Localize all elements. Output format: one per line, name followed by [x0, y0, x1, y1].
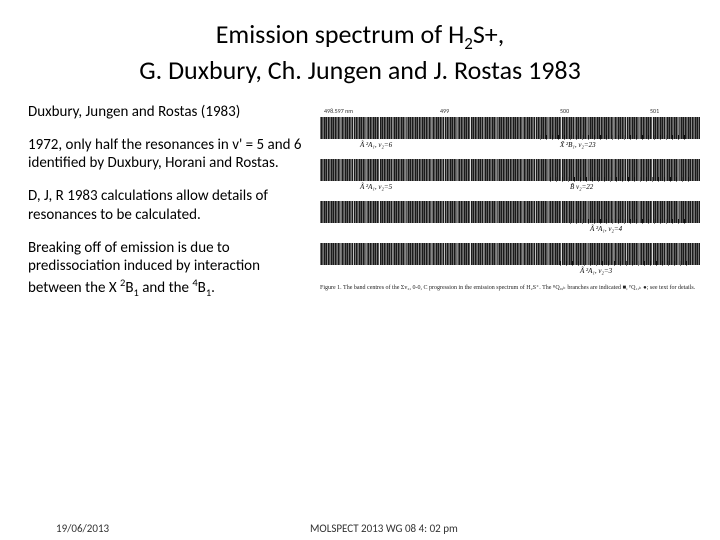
assignment-marks [550, 181, 690, 187]
para-1: Duxbury, Jungen and Rostas (1983) [28, 103, 308, 122]
title-sub: 2 [464, 33, 473, 54]
scale-tick: 500 [560, 107, 569, 115]
para-2: 1972, only half the resonances in v' = 5… [28, 136, 308, 174]
para-4: Breaking off of emission is due to predi… [28, 239, 308, 300]
spectrum-label-row: Ã ²A₁, v₂=4 [320, 223, 700, 237]
scale-tick: 501 [650, 107, 659, 115]
footer-conference: MOLSPECT 2013 WG 08 4: 02 pm [310, 522, 458, 535]
para-3: D, J, R 1983 calculations allow details … [28, 187, 308, 225]
scale-tick: 498.597 nm [324, 107, 353, 115]
assignment-marks [570, 223, 690, 229]
figure-caption: Figure 1. The band centres of the Σv₂, 0… [320, 285, 700, 293]
spectrum-row: Ã ²A₁, v₂=6X̃ ²B₁, v₂=23 [320, 117, 700, 153]
spectrum-figure: 498.597 nm 499 500 501 Ã ²A₁, v₂=6X̃ ²B₁… [320, 109, 700, 293]
spectrum-row: Ã ²A₁, v₂=3 [320, 243, 700, 279]
p4-c: and the [139, 279, 193, 297]
content-area: Duxbury, Jungen and Rostas (1983) 1972, … [0, 95, 720, 313]
title-line2: G. Duxbury, Ch. Jungen and J. Rostas 198… [139, 54, 581, 86]
assignment-marks [560, 265, 690, 271]
spectrum-label-row: Ã ²A₁, v₂=3 [320, 265, 700, 279]
slide-title: Emission spectrum of H2S+, G. Duxbury, C… [0, 0, 720, 95]
footer-date: 19/06/2013 [56, 522, 109, 535]
text-column: Duxbury, Jungen and Rostas (1983) 1972, … [28, 103, 308, 313]
p4-d: B [198, 279, 206, 297]
scale-tick: 499 [440, 107, 449, 115]
assignment-marks [540, 139, 690, 145]
spectrum-row: Ã ²A₁, v₂=4 [320, 201, 700, 237]
band-label-left: Ã ²A₁, v₂=5 [360, 183, 392, 191]
spectrum-scale: 498.597 nm 499 500 501 [320, 109, 700, 117]
p4-e: . [211, 279, 215, 297]
spectrum-label-row: Ã ²A₁, v₂=5B̃ v₂=22 [320, 181, 700, 195]
band-label-left: Ã ²A₁, v₂=6 [360, 141, 392, 149]
spectrum-row: Ã ²A₁, v₂=5B̃ v₂=22 [320, 159, 700, 195]
p4-b: B [125, 279, 133, 297]
title-text-2: S+, [473, 18, 504, 50]
figure-column: 498.597 nm 499 500 501 Ã ²A₁, v₂=6X̃ ²B₁… [320, 103, 708, 313]
title-text-1: Emission spectrum of H [216, 18, 465, 50]
spectrum-label-row: Ã ²A₁, v₂=6X̃ ²B₁, v₂=23 [320, 139, 700, 153]
